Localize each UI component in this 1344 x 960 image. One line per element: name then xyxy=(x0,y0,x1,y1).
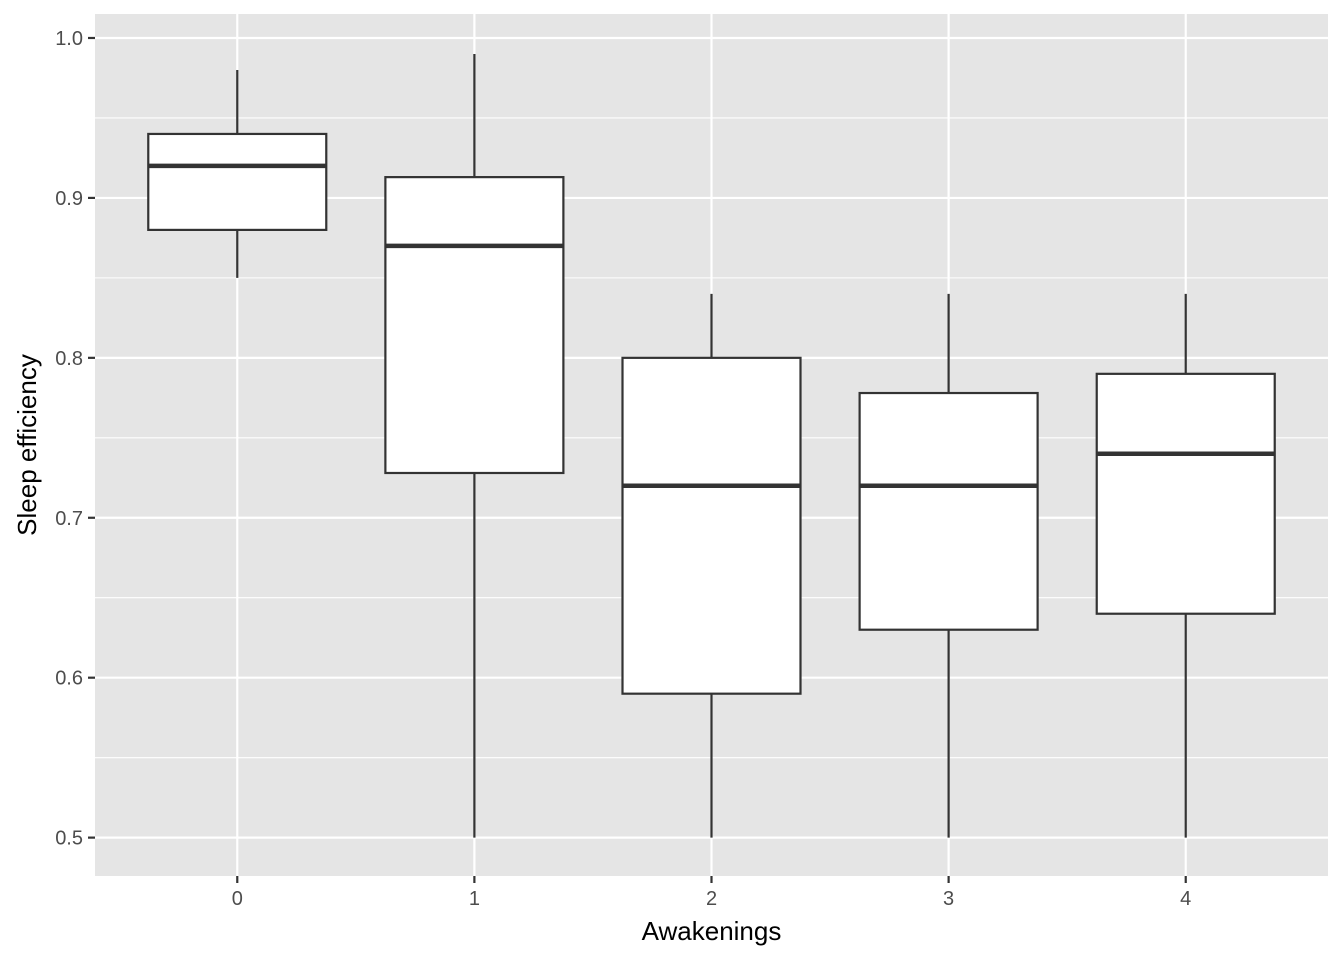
box-iqr xyxy=(384,176,565,475)
box-category-1 xyxy=(384,53,565,838)
x-axis-title: Awakenings xyxy=(642,916,782,946)
boxes xyxy=(147,53,1276,838)
box-iqr xyxy=(621,356,802,695)
y-axis: 0.5 0.6 0.7 0.8 0.9 1.0 xyxy=(55,28,95,850)
box-category-2 xyxy=(621,293,802,838)
box-category-4 xyxy=(1095,293,1276,838)
y-tick-label: 0.8 xyxy=(55,348,83,370)
x-tick-label: 0 xyxy=(232,888,243,910)
x-tick-label: 1 xyxy=(469,888,480,910)
y-tick-label: 0.5 xyxy=(55,828,83,850)
x-tick-label: 4 xyxy=(1180,888,1191,910)
y-tick-label: 0.7 xyxy=(55,508,83,530)
x-axis: 0 1 2 3 4 xyxy=(232,876,1191,910)
y-tick-label: 1.0 xyxy=(55,28,83,50)
x-tick-label: 2 xyxy=(706,888,717,910)
box-iqr xyxy=(147,132,328,231)
box-category-0 xyxy=(147,69,328,278)
box-iqr xyxy=(858,391,1039,631)
x-tick-label: 3 xyxy=(943,888,954,910)
y-tick-label: 0.9 xyxy=(55,188,83,210)
y-tick-label: 0.6 xyxy=(55,668,83,690)
box-iqr xyxy=(1095,372,1276,615)
y-axis-title: Sleep efficiency xyxy=(12,354,42,536)
box-category-3 xyxy=(858,293,1039,838)
